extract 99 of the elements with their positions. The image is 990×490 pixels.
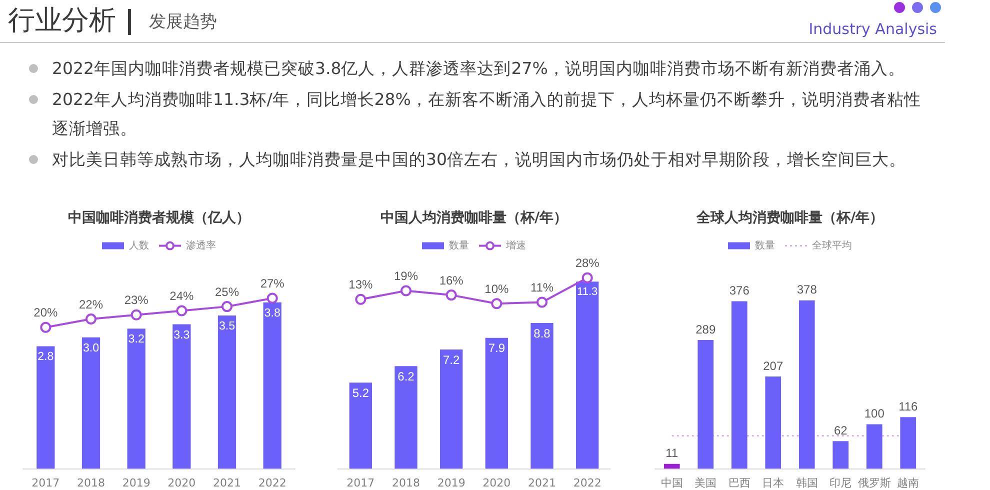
chart-title: 全球人均消费咖啡量（杯/年） — [695, 210, 884, 226]
legend-label: 渗透率 — [186, 239, 216, 252]
data-label: 20% — [34, 306, 58, 320]
legend-label: 增速 — [505, 239, 526, 252]
chart-title: 中国人均消费咖啡量（杯/年） — [380, 210, 568, 226]
point — [266, 292, 278, 304]
data-label: 116 — [898, 399, 918, 414]
bar — [218, 316, 236, 469]
point — [222, 301, 232, 312]
data-label: 8.8 — [534, 326, 551, 340]
data-label: 2.8 — [38, 350, 54, 364]
data-label: 27% — [260, 276, 285, 291]
x-tick-label: 2021 — [528, 476, 556, 490]
x-tick-label: 2018 — [77, 476, 105, 490]
data-label: 207 — [763, 358, 784, 373]
data-label: 28% — [575, 256, 600, 270]
bar — [127, 328, 146, 469]
bar — [866, 424, 882, 469]
point — [130, 309, 142, 320]
data-label: 13% — [348, 278, 373, 292]
x-tick-label: 2018 — [392, 476, 420, 490]
data-label: 11.3 — [577, 286, 598, 298]
x-tick-label: 2020 — [482, 476, 511, 490]
x-tick-label: 2017 — [32, 476, 60, 490]
data-label: 7.9 — [488, 341, 506, 356]
data-label: 7.2 — [442, 352, 460, 367]
bar — [731, 301, 748, 469]
x-tick-label: 中国 — [660, 476, 683, 490]
data-label: 23% — [124, 293, 149, 308]
bar — [485, 338, 508, 469]
bar — [832, 441, 849, 469]
x-tick-label: 巴西 — [728, 476, 750, 490]
x-tick-label: 日本 — [762, 476, 784, 490]
point — [40, 322, 52, 333]
point — [86, 314, 96, 325]
data-label: 376 — [729, 284, 750, 298]
legend-label: 全球平均 — [812, 239, 852, 252]
data-label: 62 — [834, 423, 848, 438]
x-tick-label: 越南 — [897, 476, 920, 490]
data-label: 22% — [78, 297, 104, 312]
point — [446, 290, 457, 301]
bar — [394, 366, 418, 469]
data-label: 3.8 — [264, 306, 280, 320]
bar — [530, 323, 554, 469]
data-label: 3.0 — [82, 341, 100, 354]
legend-label: 人数 — [129, 240, 149, 252]
text: 2022年国内咖啡消费者规模已突破3.8亿人，人群渗透率达到27%，说明国内咖啡消费市场不断有新消费者涌入。 — [52, 59, 905, 78]
x-tick-label: 2017 — [346, 476, 375, 490]
data-label: 100 — [864, 406, 885, 421]
text: 对比美日韩等成熟市场，人均咖啡消费量是中国的30倍左右，说明国内市场仍处于相对早期阶段，增长空间巨大。 — [52, 150, 906, 169]
data-label: 3.2 — [128, 332, 144, 346]
point — [176, 305, 188, 316]
text: 发展趋势 — [128, 9, 217, 35]
x-tick-label: 印尼 — [830, 476, 852, 490]
bar — [172, 324, 191, 469]
bar — [698, 340, 714, 469]
data-label: 378 — [796, 282, 818, 297]
point — [491, 298, 502, 310]
bar — [263, 302, 282, 469]
text: 2022年人均消费咖啡11.3杯/年，同比增长28%，在新客不断涌入的前提下，人均杯量仍不断攀升，说明消费者粘性逐渐增强。 — [52, 90, 921, 138]
x-tick-label: 俄罗斯 — [858, 476, 891, 490]
x-tick-label: 2022 — [573, 476, 602, 490]
bar — [440, 350, 463, 469]
point — [355, 294, 366, 305]
x-tick-label: 2019 — [122, 476, 150, 490]
data-label: 289 — [696, 322, 716, 336]
data-label: 19% — [394, 269, 418, 284]
chart-title: 中国咖啡消费者规模（亿人） — [68, 210, 250, 226]
x-tick-label: 韩国 — [796, 476, 818, 490]
x-tick-label: 美国 — [694, 476, 717, 490]
bar — [798, 300, 815, 469]
bar — [900, 417, 916, 469]
bar — [36, 346, 55, 469]
x-tick-label: 2020 — [168, 476, 196, 490]
x-tick-label: 2021 — [213, 476, 241, 490]
data-label: 3.3 — [174, 328, 190, 342]
data-label: 11% — [530, 280, 554, 295]
legend-label: 数量 — [755, 240, 775, 252]
bar — [349, 382, 372, 469]
data-label: 3.5 — [218, 320, 236, 333]
x-tick-label: 2019 — [437, 476, 466, 490]
x-tick-label: 2022 — [258, 476, 286, 490]
data-label: 6.2 — [398, 369, 415, 384]
data-label: 10% — [484, 282, 509, 296]
text: 行业分析 — [8, 4, 116, 38]
data-label: 16% — [439, 273, 464, 288]
text: Industry Analysis — [808, 19, 937, 39]
data-label: 25% — [214, 284, 240, 299]
data-label: 5.2 — [352, 386, 370, 400]
bar — [576, 282, 599, 469]
data-label: 24% — [170, 289, 194, 304]
data-label: 11 — [666, 446, 678, 460]
point — [536, 296, 548, 308]
bar — [82, 337, 100, 469]
point — [400, 285, 412, 296]
bar — [765, 376, 782, 469]
point — [582, 272, 593, 284]
bar — [664, 464, 680, 469]
legend-label: 数量 — [449, 240, 469, 252]
